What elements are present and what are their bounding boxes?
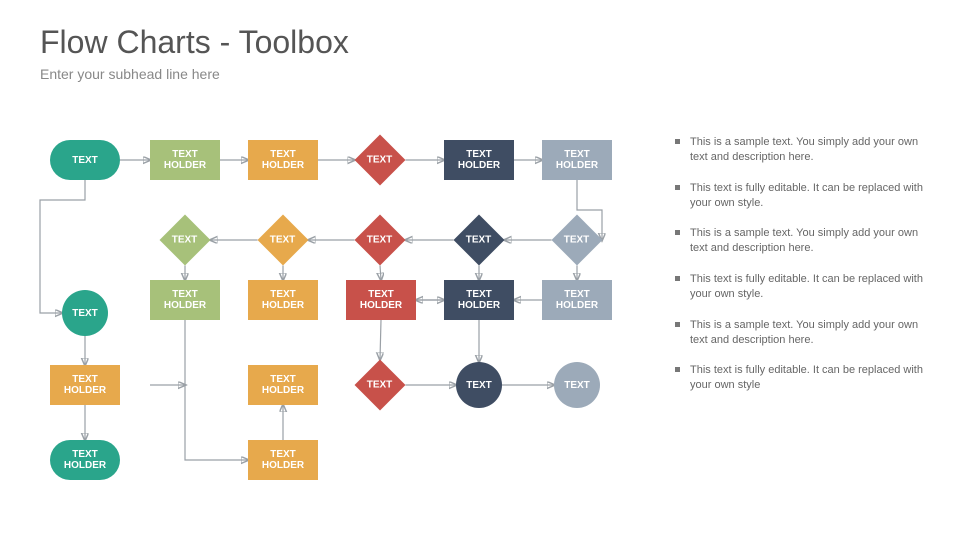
bullet-text: This text is fully editable. It can be r… [690, 363, 930, 393]
bullet-text: This text is fully editable. It can be r… [690, 272, 930, 302]
flow-node: TEXT HOLDER [248, 280, 318, 320]
bullet-list: This is a sample text. You simply add yo… [675, 135, 930, 409]
flow-node: TEXT HOLDER [542, 140, 612, 180]
connector-layer [40, 120, 680, 520]
bullet-text: This is a sample text. You simply add yo… [690, 318, 930, 348]
bullet-marker [675, 185, 680, 190]
bullet-text: This is a sample text. You simply add yo… [690, 135, 930, 165]
page-subtitle: Enter your subhead line here [40, 66, 220, 82]
flow-node: TEXT HOLDER [444, 140, 514, 180]
flow-node: TEXT HOLDER [150, 280, 220, 320]
bullet-item: This text is fully editable. It can be r… [675, 363, 930, 393]
bullet-marker [675, 276, 680, 281]
bullet-marker [675, 230, 680, 235]
bullet-text: This text is fully editable. It can be r… [690, 181, 930, 211]
flow-node: TEXT [456, 362, 502, 408]
flow-node: TEXT [50, 140, 120, 180]
flow-node: TEXT HOLDER [248, 140, 318, 180]
bullet-marker [675, 367, 680, 372]
bullet-item: This is a sample text. You simply add yo… [675, 318, 930, 348]
flow-node: TEXT HOLDER [346, 280, 416, 320]
flowchart-canvas: TEXT TEXT HOLDER TEXT HOLDER TEXT TEXT HOLDE… [40, 120, 680, 520]
bullet-item: This text is fully editable. It can be r… [675, 272, 930, 302]
bullet-text: This is a sample text. You simply add yo… [690, 226, 930, 256]
flow-node: TEXT HOLDER [248, 440, 318, 480]
bullet-marker [675, 139, 680, 144]
flow-node: TEXT [62, 290, 108, 336]
flow-node: TEXT [554, 362, 600, 408]
flow-node: TEXT HOLDER [542, 280, 612, 320]
flow-node: TEXT HOLDER [444, 280, 514, 320]
flow-node: TEXT HOLDER [248, 365, 318, 405]
bullet-item: This text is fully editable. It can be r… [675, 181, 930, 211]
bullet-item: This is a sample text. You simply add yo… [675, 135, 930, 165]
bullet-item: This is a sample text. You simply add yo… [675, 226, 930, 256]
flow-node: TEXT HOLDER [50, 365, 120, 405]
bullet-marker [675, 322, 680, 327]
flow-node: TEXT HOLDER [150, 140, 220, 180]
page-title: Flow Charts - Toolbox [40, 24, 349, 61]
flow-node: TEXT HOLDER [50, 440, 120, 480]
